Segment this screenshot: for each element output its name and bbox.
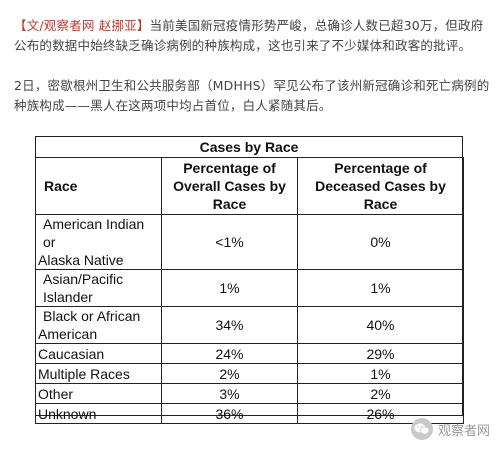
race-cell-line: American Indian or (43, 216, 145, 250)
race-cell-line: Islander (43, 289, 93, 305)
deceased-cell: 1% (297, 269, 464, 307)
header-race: Race (35, 157, 162, 215)
cases-by-race-table-image: Cases by Race Race Percentage of Overall… (35, 136, 464, 424)
race-cell: Asian/Pacific Islander (35, 269, 162, 307)
race-cell-line: American (38, 326, 98, 342)
deceased-cell: 0% (297, 214, 464, 270)
overall-cell: 34% (161, 306, 298, 344)
table-row: Asian/Pacific Islander 1% 1% (35, 269, 464, 307)
table-row: Other 3% 2% (35, 383, 464, 404)
race-cell: Other (35, 383, 162, 404)
article-paragraph-2: 2日，密歇根州卫生和公共服务部（MDHHS）罕见公布了该州新冠确诊和死亡病例的种… (14, 78, 490, 113)
wechat-account-icon (410, 418, 433, 440)
race-cell: Multiple Races (35, 363, 162, 384)
race-cell: Black or African American (35, 306, 162, 344)
race-cell: Caucasian (35, 343, 162, 364)
table-row: Caucasian 24% 29% (35, 343, 464, 364)
race-cell: American Indian or Alaska Native (35, 214, 162, 270)
deceased-cell: 1% (297, 363, 464, 384)
overall-cell: 3% (161, 383, 298, 404)
deceased-cell: 40% (297, 306, 464, 344)
article-source: 【文/观察者网 赵挪亚】 (14, 18, 150, 33)
overall-cell: 2% (161, 363, 298, 384)
overall-cell: 24% (161, 343, 298, 364)
table-row: Multiple Races 2% 1% (35, 363, 464, 384)
article-paragraph-1-body: 当前美国新冠疫情形势严峻，总确诊人数已超30万，但政府公布的数据中始终缺乏确诊病… (14, 18, 484, 53)
race-cell-line: Alaska Native (38, 252, 124, 268)
overall-cell: 36% (161, 403, 298, 424)
race-cell-line: Asian/Pacific (43, 271, 124, 287)
cases-by-race-table: Race Percentage of Overall Cases by Race… (35, 157, 464, 424)
race-cell: Unknown (35, 403, 162, 424)
deceased-cell: 29% (297, 343, 464, 364)
table-caption: Cases by Race (199, 139, 299, 155)
table-row: Black or African American 34% 40% (35, 306, 464, 344)
watermark-text: 观察者网 (437, 423, 490, 439)
header-deceased-cases: Percentage of Deceased Cases by Race (297, 157, 464, 215)
overall-cell: 1% (161, 269, 298, 307)
article-paragraph-1: 【文/观察者网 赵挪亚】当前美国新冠疫情形势严峻，总确诊人数已超30万，但政府公… (14, 16, 490, 56)
deceased-cell: 2% (297, 383, 464, 404)
table-header-row: Race Percentage of Overall Cases by Race… (35, 157, 464, 215)
race-cell-line: Black or African (43, 308, 141, 324)
table-row: Unknown 36% 26% (35, 403, 464, 424)
source-watermark: 观察者网 (410, 418, 490, 440)
overall-cell: <1% (161, 214, 298, 270)
header-overall-cases: Percentage of Overall Cases by Race (161, 157, 298, 215)
table-row: American Indian or Alaska Native <1% 0% (35, 214, 464, 270)
